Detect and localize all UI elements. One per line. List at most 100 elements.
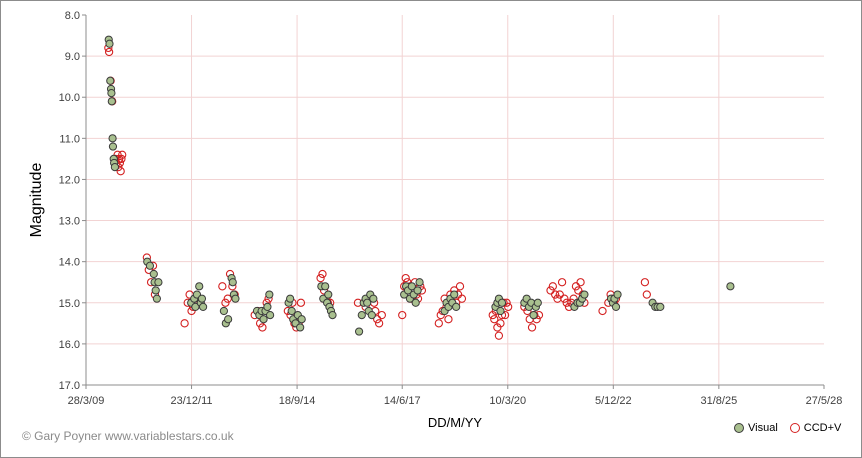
visual-point (286, 294, 295, 303)
visual-point (287, 306, 296, 316)
ccdv-point (574, 286, 583, 295)
ccdv-point (455, 282, 465, 291)
y-tick-label: 12.0 (59, 174, 80, 186)
legend: Visual CCD+V (734, 422, 841, 434)
visual-point (151, 286, 160, 295)
visual-point (297, 315, 306, 324)
visual-point (108, 142, 118, 151)
y-tick-label: 17.0 (59, 380, 80, 392)
visual-point (107, 89, 116, 98)
series-ccdv (104, 43, 651, 340)
visual-point (108, 134, 117, 143)
visual-point (321, 282, 330, 291)
visual-point (265, 290, 274, 299)
visual-point (496, 306, 505, 316)
visual-point (110, 163, 119, 172)
legend-ccd-marker (789, 423, 800, 433)
visual-point (328, 311, 337, 320)
ccdv-point (373, 315, 382, 324)
ccdv-point (555, 290, 564, 299)
x-tick-label: 18/9/14 (279, 395, 316, 407)
ccdv-point (223, 294, 232, 303)
ccdv-point (557, 278, 567, 287)
visual-point (107, 97, 116, 106)
ccdv-point (221, 298, 230, 307)
ccdv-point (118, 150, 127, 159)
visual-point (363, 298, 372, 307)
ccdv-point (218, 282, 227, 291)
ccdv-point (527, 323, 537, 332)
ccdv-point (117, 154, 126, 164)
ccdv-point (571, 282, 581, 291)
visual-point (369, 294, 378, 303)
visual-point (357, 311, 366, 320)
ccdv-point (642, 290, 651, 299)
y-tick-label: 13.0 (59, 216, 80, 228)
ccdv-point (398, 310, 407, 320)
visual-point (415, 278, 424, 287)
tick-labels: 8.0 9.0 10.0 11.0 12.0 13.0 14.0 15.0 16.0 17.0 28… (59, 10, 843, 407)
visual-point (450, 290, 459, 299)
legend-visual-marker (734, 423, 744, 433)
ccdv-point (560, 294, 569, 303)
visual-point (611, 302, 621, 311)
visual-point (497, 298, 507, 307)
ccdv-point (562, 298, 571, 307)
visual-point (105, 39, 114, 48)
x-tick-label: 28/3/09 (68, 395, 105, 407)
y-tick-label: 15.0 (59, 298, 80, 310)
visual-point (195, 282, 204, 291)
visual-point (224, 315, 233, 324)
y-tick-label: 9.0 (65, 51, 80, 63)
visual-point (197, 294, 207, 303)
visual-point (198, 302, 208, 311)
x-tick-label: 23/12/11 (171, 395, 213, 407)
x-tick-label: 5/12/22 (595, 395, 632, 407)
ccdv-point (444, 315, 453, 324)
ccdv-point (546, 286, 555, 295)
visual-point (145, 261, 155, 270)
visual-point (191, 302, 200, 311)
gridlines (86, 15, 824, 385)
ccdv-point (500, 310, 510, 320)
y-tick-label: 14.0 (59, 257, 80, 269)
y-tick-label: 10.0 (59, 92, 80, 104)
axes (82, 14, 825, 389)
x-axis-title: DD/M/YY (428, 415, 483, 430)
visual-point (411, 298, 420, 307)
ccdv-point (316, 273, 325, 283)
ccdv-point (377, 310, 386, 320)
ccdv-point (504, 302, 513, 312)
visual-point (154, 278, 163, 287)
ccdv-point (457, 294, 467, 303)
visual-point (367, 311, 376, 320)
visual-point (452, 302, 461, 311)
x-tick-label: 31/8/25 (700, 395, 737, 407)
y-tick-label: 11.0 (59, 133, 80, 145)
ccdv-point (258, 323, 267, 332)
ccdv-point (318, 269, 327, 279)
visual-point (266, 311, 275, 320)
visual-point (580, 290, 589, 299)
ccdv-point (548, 282, 557, 291)
visual-point (231, 294, 240, 303)
ccdv-point (598, 306, 607, 316)
ccdv-point (401, 273, 410, 283)
ccdv-point (434, 319, 443, 328)
ccdv-point (296, 298, 306, 307)
visual-point (263, 302, 272, 311)
visual-point (656, 302, 665, 311)
visual-point (296, 323, 305, 332)
ccdv-point (576, 278, 585, 287)
visual-point (228, 278, 237, 287)
x-tick-label: 27/5/28 (806, 395, 843, 407)
visual-point (219, 306, 228, 316)
ccdv-point (490, 315, 499, 324)
visual-point (149, 269, 158, 279)
ccdv-point (494, 331, 504, 340)
visual-point (529, 311, 538, 320)
visual-point (354, 327, 364, 336)
visual-point (106, 76, 115, 85)
ccdv-point (180, 319, 189, 328)
